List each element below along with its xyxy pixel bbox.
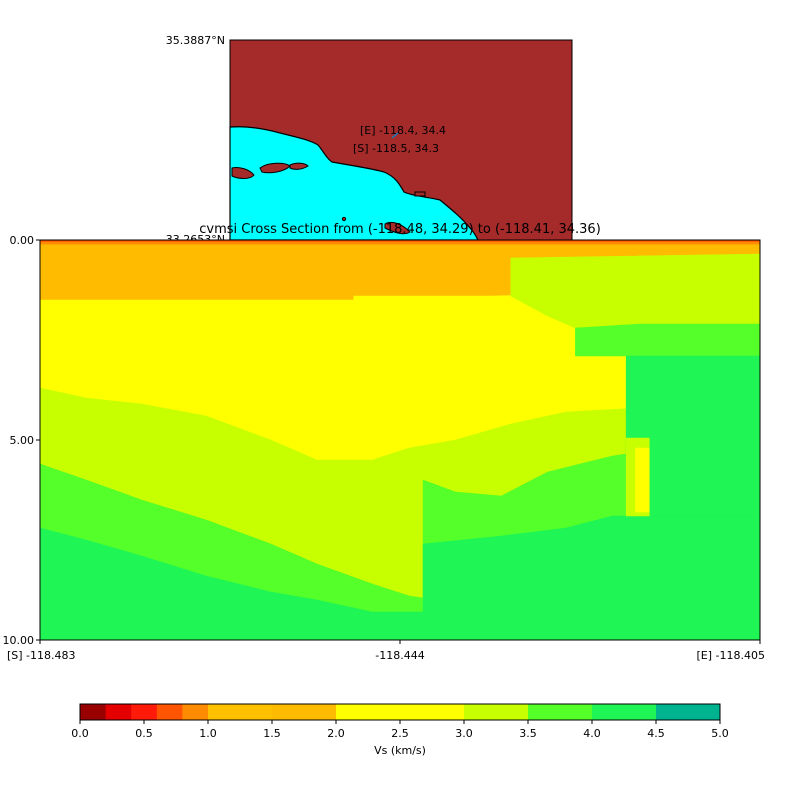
inset-map: 35.3887°N 33.2653°N [E] -118.4, 34.4 [S]… bbox=[166, 34, 573, 246]
colorbar-tick-label: 3.0 bbox=[455, 727, 473, 740]
colorbar-tick-label: 4.5 bbox=[647, 727, 665, 740]
inset-end-label: [E] -118.4, 34.4 bbox=[360, 124, 446, 137]
inset-ocean bbox=[229, 126, 479, 241]
x-tick-label: -118.444 bbox=[375, 649, 424, 662]
island-3 bbox=[289, 162, 309, 170]
inset-start-label: [S] -118.5, 34.3 bbox=[353, 142, 439, 155]
x-axis: [S] -118.483 -118.444 [E] -118.405 bbox=[7, 640, 765, 662]
chart-title: cvmsi Cross Section from (-118.48, 34.29… bbox=[199, 222, 601, 237]
colorbar-tick-label: 0.0 bbox=[71, 727, 89, 740]
colorbar-segment bbox=[400, 704, 465, 720]
colorbar-tick-label: 2.0 bbox=[327, 727, 345, 740]
colorbar-segment bbox=[182, 704, 209, 720]
island-6 bbox=[414, 191, 426, 197]
colorbar-segment bbox=[272, 704, 337, 720]
colorbar-segment bbox=[464, 704, 529, 720]
layer-mid-wedge bbox=[570, 375, 613, 409]
colorbar-tick-label: 5.0 bbox=[711, 727, 729, 740]
colorbar-segment bbox=[592, 704, 657, 720]
colorbar-tick-label: 4.0 bbox=[583, 727, 601, 740]
x-tick-label: [E] -118.405 bbox=[697, 649, 766, 662]
layer-basement bbox=[40, 515, 760, 640]
island-1 bbox=[231, 167, 255, 179]
colorbar-label: Vs (km/s) bbox=[374, 744, 426, 757]
colorbar-segment bbox=[131, 704, 158, 720]
y-tick-label: 0.00 bbox=[10, 234, 35, 247]
y-tick-label: 5.00 bbox=[10, 434, 35, 447]
layer-fault-sliver-core bbox=[635, 447, 650, 513]
colorbar: 0.0 0.5 1.0 1.5 2.0 2.5 3.0 3.5 4.0 4.5 5.0 bbox=[71, 703, 729, 740]
colorbar-segment bbox=[80, 704, 107, 720]
section-layers bbox=[40, 240, 760, 640]
y-axis: 0.00 5.00 10.00 bbox=[3, 234, 40, 647]
colorbar-tick-label: 0.5 bbox=[135, 727, 153, 740]
colorbar-segment bbox=[528, 704, 593, 720]
layer-northeast-3.0-3.5-block bbox=[575, 323, 760, 357]
colorbar-tick-label: 2.5 bbox=[391, 727, 409, 740]
island-5 bbox=[341, 216, 347, 222]
profile-marker bbox=[391, 132, 399, 139]
x-tick-label: [S] -118.483 bbox=[7, 649, 76, 662]
colorbar-segment bbox=[656, 704, 721, 720]
colorbar-segment bbox=[156, 704, 183, 720]
y-tick-label: 10.00 bbox=[3, 634, 35, 647]
colorbar-segment bbox=[336, 704, 401, 720]
island-4 bbox=[384, 221, 411, 235]
colorbar-tick-label: 3.5 bbox=[519, 727, 537, 740]
colorbar-tick-label: 1.0 bbox=[199, 727, 217, 740]
colorbar-tick-label: 1.5 bbox=[263, 727, 281, 740]
colorbar-segment bbox=[208, 704, 273, 720]
inset-lat-top: 35.3887°N bbox=[166, 34, 225, 47]
colorbar-segment bbox=[105, 704, 132, 720]
